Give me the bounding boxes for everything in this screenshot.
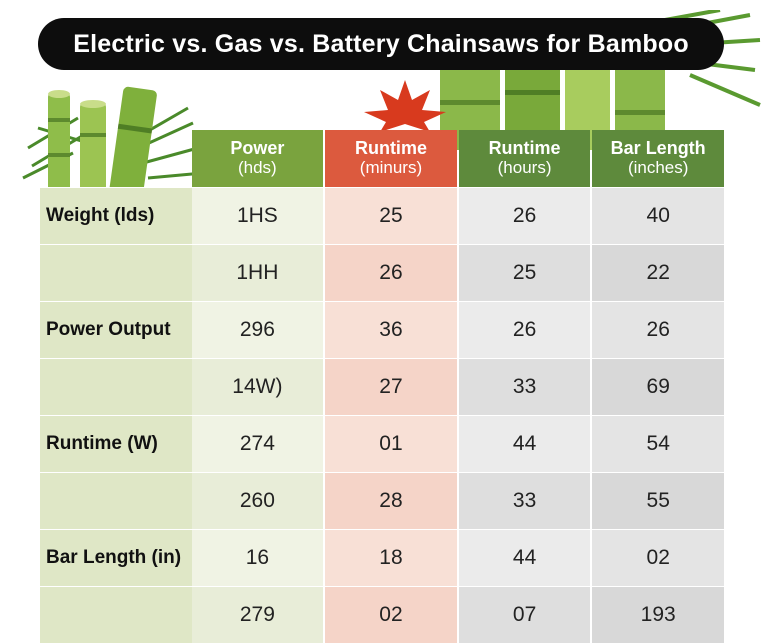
table-cell: 296 bbox=[191, 302, 324, 358]
header-label: Runtime bbox=[354, 138, 427, 159]
table-row: Runtime (W) 274 01 44 54 bbox=[40, 415, 724, 472]
header-label: Bar Length bbox=[610, 138, 706, 159]
comparison-table: Power (hds) Runtime (minurs) Runtime (ho… bbox=[40, 130, 724, 643]
table-cell: 26 bbox=[458, 302, 591, 358]
table-cell: 25 bbox=[325, 188, 457, 244]
table-row: Bar Length (in) 16 18 44 02 bbox=[40, 529, 724, 586]
table-cell: 27 bbox=[325, 359, 457, 415]
table-cell: 44 bbox=[458, 416, 591, 472]
table-cell: 07 bbox=[458, 587, 591, 643]
table-cell: 33 bbox=[458, 359, 591, 415]
table-cell: 33 bbox=[458, 473, 591, 529]
table-cell: 01 bbox=[325, 416, 457, 472]
bamboo-left-illustration bbox=[22, 86, 204, 198]
header-unit: (hds) bbox=[237, 158, 277, 178]
table-cell: 14W) bbox=[191, 359, 324, 415]
table-row: 14W) 27 33 69 bbox=[40, 358, 724, 415]
table-cell: 22 bbox=[592, 245, 724, 301]
table-header-row: Power (hds) Runtime (minurs) Runtime (ho… bbox=[40, 130, 724, 187]
row-label: Bar Length (in) bbox=[40, 530, 192, 586]
table-cell: 16 bbox=[191, 530, 324, 586]
header-bar-length: Bar Length (inches) bbox=[592, 130, 724, 187]
header-runtime-hours: Runtime (hours) bbox=[458, 130, 591, 187]
table-cell: 02 bbox=[325, 587, 457, 643]
table-cell: 274 bbox=[191, 416, 324, 472]
table-cell: 54 bbox=[592, 416, 724, 472]
table-cell: 25 bbox=[458, 245, 591, 301]
title-banner: Electric vs. Gas vs. Battery Chainsaws f… bbox=[38, 18, 724, 70]
table-cell: 26 bbox=[458, 188, 591, 244]
header-unit: (minurs) bbox=[359, 158, 423, 178]
table-cell: 69 bbox=[592, 359, 724, 415]
table-cell: 260 bbox=[191, 473, 324, 529]
row-label: Power Output bbox=[40, 302, 192, 358]
header-corner bbox=[40, 130, 192, 187]
table-cell: 40 bbox=[592, 188, 724, 244]
table-row: 279 02 07 193 bbox=[40, 586, 724, 643]
table-cell: 18 bbox=[325, 530, 457, 586]
header-label: Runtime bbox=[488, 138, 561, 159]
header-unit: (inches) bbox=[627, 158, 689, 178]
table-cell: 1HS bbox=[191, 188, 324, 244]
table-row: Power Output 296 36 26 26 bbox=[40, 301, 724, 358]
page-title: Electric vs. Gas vs. Battery Chainsaws f… bbox=[73, 29, 689, 58]
table-cell: 36 bbox=[325, 302, 457, 358]
table-cell: 44 bbox=[458, 530, 591, 586]
header-label: Power bbox=[230, 138, 285, 159]
table-cell: 02 bbox=[592, 530, 724, 586]
table-cell: 279 bbox=[191, 587, 324, 643]
row-label bbox=[40, 245, 192, 301]
row-label bbox=[40, 359, 192, 415]
red-leaf-icon bbox=[364, 80, 446, 132]
table-row: 1HH 26 25 22 bbox=[40, 244, 724, 301]
table-cell: 26 bbox=[592, 302, 724, 358]
header-power: Power (hds) bbox=[191, 130, 324, 187]
table-cell: 1HH bbox=[191, 245, 324, 301]
table-cell: 193 bbox=[592, 587, 724, 643]
row-label bbox=[40, 587, 192, 643]
table-cell: 28 bbox=[325, 473, 457, 529]
table-row: Weight (lds) 1HS 25 26 40 bbox=[40, 187, 724, 244]
header-runtime-minutes: Runtime (minurs) bbox=[325, 130, 457, 187]
table-cell: 55 bbox=[592, 473, 724, 529]
row-label: Runtime (W) bbox=[40, 416, 192, 472]
row-label bbox=[40, 473, 192, 529]
table-cell: 26 bbox=[325, 245, 457, 301]
row-label: Weight (lds) bbox=[40, 188, 192, 244]
header-unit: (hours) bbox=[497, 158, 552, 178]
table-row: 260 28 33 55 bbox=[40, 472, 724, 529]
